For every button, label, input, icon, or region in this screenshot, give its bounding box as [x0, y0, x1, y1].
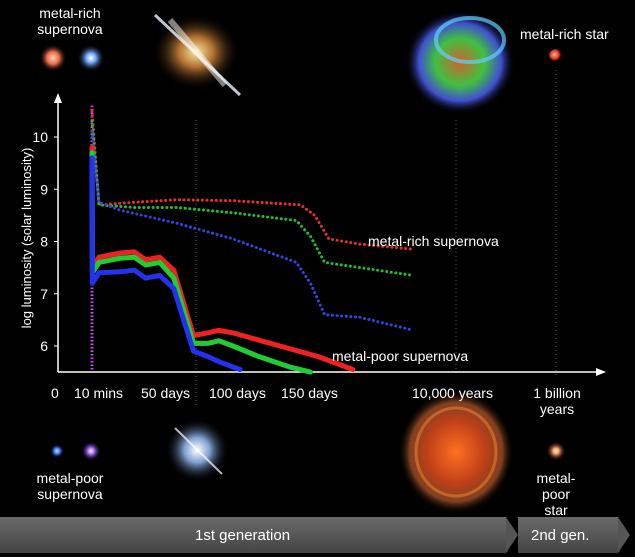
y-ticks: 6 7 8 9 10 — [32, 129, 58, 354]
metal-rich-star-red-image — [39, 44, 67, 72]
metal-rich-star-blue-image — [77, 44, 105, 72]
metal-poor-explosion-image — [165, 418, 229, 482]
series-line-metal-poor-green — [89, 150, 313, 375]
metal-poor-star-blue-image — [50, 444, 64, 458]
x-tick-10mins: 10 mins — [74, 385, 124, 401]
timeline-first-generation-arrow-icon — [506, 517, 518, 553]
timeline-second-generation-label: 2nd gen. — [531, 527, 590, 544]
metal-rich-explosion-image — [152, 13, 242, 97]
axes — [54, 93, 606, 376]
metal-rich-remnant-image — [405, 10, 515, 114]
y-tick-label-9: 9 — [40, 181, 48, 197]
metal-poor-star-image — [546, 441, 566, 461]
timeline-first-generation-bar — [0, 517, 506, 553]
x-tick-100days: 100 days — [209, 385, 266, 401]
metal-rich-star-image — [549, 49, 563, 63]
series-line-metal-rich-red — [90, 109, 415, 251]
timeline-second-generation-arrow-icon — [618, 517, 630, 553]
y-axis-title: log luminosity (solar luminosity) — [19, 147, 34, 329]
guide-lines — [195, 70, 557, 405]
series-line-metal-rich-blue — [90, 130, 415, 332]
timeline-first-generation-label: 1st generation — [195, 527, 291, 544]
caption-top-right-star: metal-rich star — [520, 26, 609, 42]
x-tick-10000years: 10,000 years — [412, 385, 493, 401]
y-tick-label-8: 8 — [40, 234, 48, 250]
timeline-second-generation-bar — [518, 517, 618, 553]
series-group — [89, 105, 415, 375]
series-line-metal-poor-blue — [89, 155, 243, 372]
x-axis-arrow-icon — [596, 368, 606, 376]
x-tick-50days: 50 days — [141, 385, 191, 401]
x-tick-0: 0 — [51, 385, 59, 401]
metal-poor-remnant-image — [398, 390, 514, 514]
caption-top-left-supernova: metal-rich supernova — [37, 5, 103, 37]
label-metal-rich-supernova: metal-rich supernova — [368, 233, 499, 249]
x-tick-150days: 150 days — [281, 385, 338, 401]
caption-bottom-right-star: metal-poor star — [536, 470, 576, 518]
y-axis-arrow-icon — [54, 93, 62, 103]
metal-poor-star-purple-image — [81, 441, 101, 461]
y-tick-label-10: 10 — [32, 129, 48, 145]
caption-bottom-left-supernova: metal-poor supernova — [36, 470, 104, 502]
y-tick-label-7: 7 — [40, 286, 48, 302]
series-line-metal-rich-green — [90, 119, 415, 277]
x-tick-1billion: 1 billion years — [533, 385, 581, 417]
label-metal-poor-supernova: metal-poor supernova — [332, 348, 469, 364]
y-tick-label-6: 6 — [40, 338, 48, 354]
